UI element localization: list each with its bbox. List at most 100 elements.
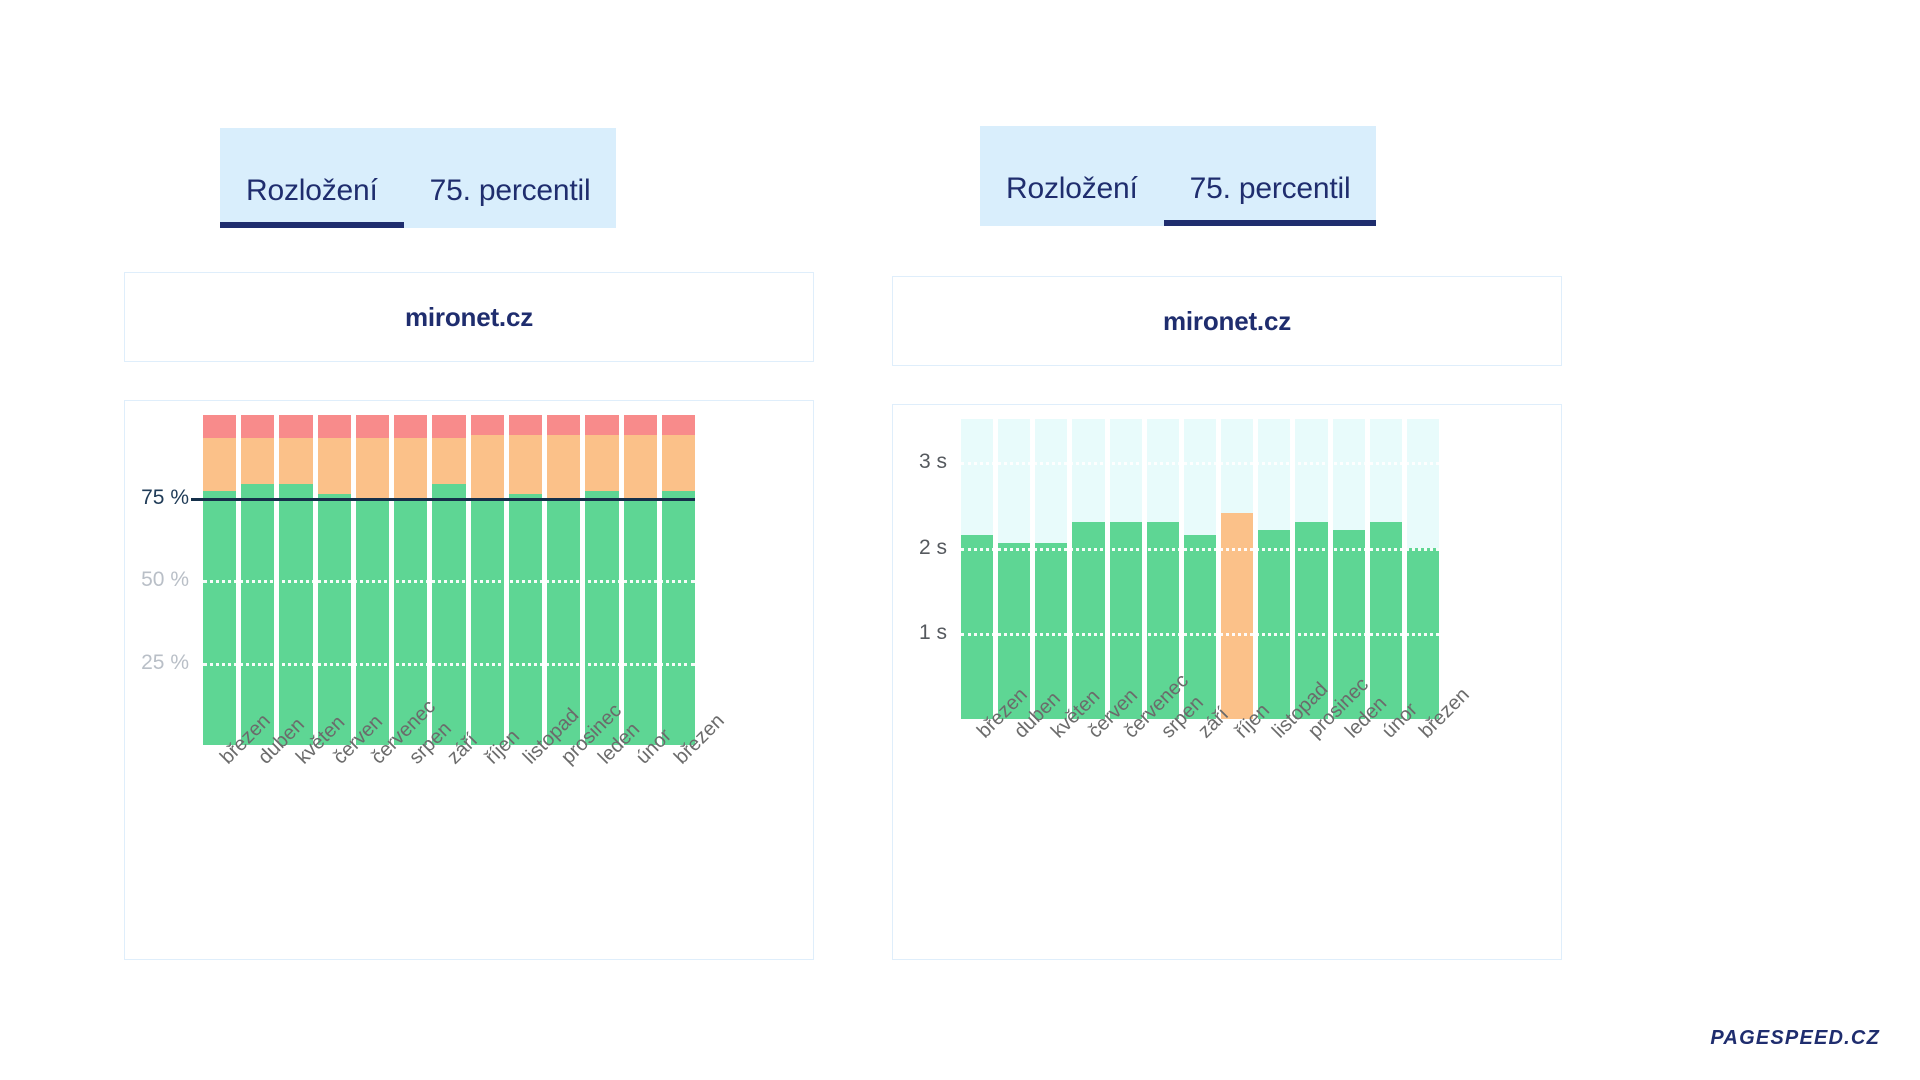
gridline [203, 662, 695, 666]
bar-fill [961, 534, 994, 719]
gridline [203, 580, 695, 583]
bar-segment-poor [355, 415, 390, 439]
bar-column[interactable] [1146, 419, 1179, 719]
bar-segment-good [661, 490, 696, 745]
bar-fill [1109, 521, 1142, 719]
bar-group-distribution [203, 415, 696, 745]
bar-segment-good [470, 497, 504, 745]
tabbar-percentile: Rozložení 75. percentil [980, 126, 1377, 226]
bar-segment-good [203, 490, 237, 745]
bar-segment-needs-improvement [394, 438, 428, 498]
bar-segment-good [355, 497, 390, 745]
bar-column[interactable] [1035, 419, 1068, 719]
bar-segment-good [279, 484, 313, 745]
tab-active-indicator [980, 220, 1164, 226]
bar-segment-needs-improvement [470, 434, 504, 498]
tab-label: 75. percentil [1189, 172, 1351, 205]
tab-label: Rozložení [1006, 172, 1138, 205]
bar-segment-poor [585, 415, 619, 435]
bar-fill [1258, 530, 1291, 719]
bar-segment-good [547, 497, 581, 745]
bar-column[interactable] [1183, 419, 1217, 719]
bar-segment-needs-improvement [585, 434, 619, 491]
domain-name: mironet.cz [1162, 305, 1292, 336]
bar-column[interactable] [547, 415, 581, 745]
bar-group-percentile [961, 419, 1440, 719]
bar-column[interactable] [623, 415, 657, 745]
bar-column[interactable] [1258, 419, 1291, 719]
bar-column[interactable] [241, 415, 275, 745]
tab-distribution[interactable]: Rozložení [220, 176, 404, 228]
gridline [961, 633, 1439, 637]
bar-segment-needs-improvement [317, 438, 351, 495]
bar-segment-good [623, 497, 657, 745]
bar-column[interactable] [1109, 419, 1142, 719]
bar-segment-good [508, 494, 543, 745]
bar-column[interactable] [998, 419, 1031, 719]
bar-fill [998, 543, 1031, 719]
bar-segment-poor [623, 415, 657, 435]
plot-area-distribution: 75 % 50 % 25 % březen duben květen červen červ… [141, 415, 729, 769]
bar-column[interactable] [317, 415, 351, 745]
y-axis-label: 25 % [141, 650, 189, 674]
bar-column[interactable] [470, 415, 504, 745]
tab-percentile[interactable]: 75. percentil [1163, 172, 1377, 226]
bar-column[interactable] [203, 415, 237, 745]
bar-segment-poor [241, 415, 275, 439]
bar-segment-poor [547, 415, 581, 435]
bar-segment-good [432, 484, 466, 745]
chart-card-percentile: 3 s 2 s 1 s březen duben květen červen červene… [892, 404, 1562, 960]
bar-fill [1221, 513, 1254, 719]
domain-name: mironet.cz [404, 301, 534, 332]
bar-column[interactable] [1295, 419, 1328, 719]
tab-label: 75. percentil [429, 174, 591, 207]
y-axis-label: 50 % [141, 568, 189, 591]
bar-fill [1295, 521, 1328, 719]
pagespeed-logo: PAGESPEED.CZ [1710, 1027, 1880, 1049]
tab-distribution[interactable]: Rozložení [980, 174, 1164, 226]
bar-column[interactable] [279, 415, 313, 745]
bar-column[interactable] [508, 415, 543, 745]
bar-segment-poor [317, 415, 351, 439]
gridline [961, 547, 1439, 551]
y-axis-label: 75 % [141, 485, 189, 509]
bar-column[interactable] [355, 415, 390, 745]
tab-active-indicator [220, 222, 404, 228]
plot-distribution: 75 % 50 % 25 % březen duben květen červen červ… [125, 401, 813, 959]
bar-fill [1072, 521, 1105, 719]
bar-column[interactable] [394, 415, 428, 745]
bar-column[interactable] [585, 415, 619, 745]
domain-title-card-right: mironet.cz [892, 276, 1562, 366]
bar-column[interactable] [661, 415, 696, 745]
bar-segment-needs-improvement [508, 434, 543, 495]
bar-segment-needs-improvement [623, 434, 657, 498]
bar-segment-needs-improvement [355, 438, 390, 498]
bar-column[interactable] [961, 419, 994, 719]
tab-percentile[interactable]: 75. percentil [404, 176, 617, 228]
bar-segment-needs-improvement [203, 438, 237, 491]
chart-card-distribution: 75 % 50 % 25 % březen duben květen červen červ… [124, 400, 814, 960]
bar-fill [1035, 543, 1068, 719]
bar-segment-poor [203, 415, 237, 439]
bar-segment-poor [432, 415, 466, 439]
panel-distribution: Rozložení 75. percentil mironet.cz 75 % 50… [120, 0, 820, 1080]
bar-segment-good [317, 494, 351, 745]
panel-percentile: Rozložení 75. percentil mironet.cz 3 s 2 s… [888, 0, 1588, 1080]
tab-active-indicator [404, 222, 617, 228]
bar-fill [1183, 534, 1217, 719]
y-axis-label: 2 s [918, 535, 947, 559]
bar-fill [1146, 521, 1179, 719]
plot-percentile: 3 s 2 s 1 s březen duben květen červen červene… [893, 405, 1561, 959]
bar-segment-needs-improvement [241, 438, 275, 485]
bar-column[interactable] [1332, 419, 1365, 719]
bar-column[interactable] [1072, 419, 1105, 719]
threshold-line-75 [191, 497, 695, 501]
bar-segment-needs-improvement [547, 434, 581, 498]
bar-segment-needs-improvement [279, 438, 313, 485]
x-axis-labels-percentile: březen duben květen červen červenec srpen září… [961, 670, 1473, 839]
bar-column[interactable] [432, 415, 466, 745]
bar-column[interactable] [1369, 419, 1402, 719]
y-axis-label: 3 s [918, 449, 947, 473]
gridline [961, 461, 1439, 465]
